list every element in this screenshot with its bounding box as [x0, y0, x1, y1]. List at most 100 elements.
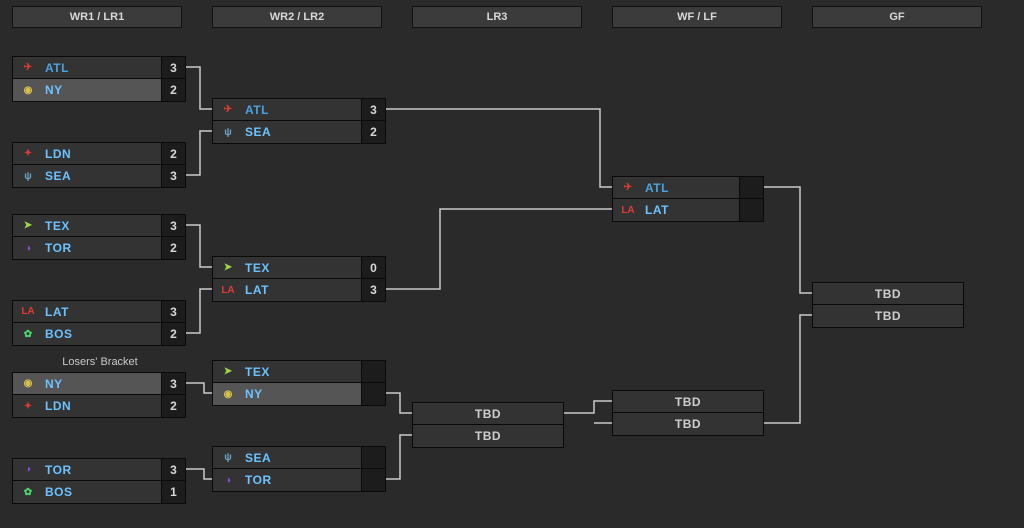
col-header-1: WR1 / LR1 [12, 6, 182, 28]
lat-logo-icon: LA [219, 281, 237, 299]
score-cell: 3 [161, 165, 185, 187]
score-cell: 0 [361, 257, 385, 278]
score-cell [739, 199, 763, 221]
team-row-tbd: TBD [613, 413, 763, 435]
score-cell: 3 [161, 373, 185, 394]
team-row-ATL: ✈ ATL [613, 177, 763, 199]
match-m_wr2_a[interactable]: ✈ ATL3ψSEA2 [212, 98, 386, 144]
team-name: LAT [245, 283, 361, 297]
team-row-SEA: ψSEA2 [213, 121, 385, 143]
col-header-4: WF / LF [612, 6, 782, 28]
score-cell [361, 361, 385, 382]
team-name: LAT [45, 305, 161, 319]
team-row-LAT: LA LAT [613, 199, 763, 221]
team-name: TOR [45, 241, 161, 255]
match-m_wr1_b[interactable]: ✦ LDN2ψSEA3 [12, 142, 186, 188]
ldn-logo-icon: ✦ [19, 145, 37, 163]
score-cell: 2 [161, 143, 185, 164]
match-m_lr3_a[interactable]: TBDTBD [412, 402, 564, 448]
score-cell: 3 [361, 99, 385, 120]
tor-logo-icon: ◑ [19, 239, 37, 257]
col-header-3: LR3 [412, 6, 582, 28]
atl-logo-icon: ✈ [219, 101, 237, 119]
match-m_lf[interactable]: TBD TBD [612, 390, 764, 436]
team-row-tbd: TBD [813, 283, 963, 305]
team-name: LDN [45, 399, 161, 413]
team-row-TOR: ◑ TOR2 [13, 237, 185, 259]
team-row-LDN: ✦ LDN2 [13, 143, 185, 165]
team-row-tbd: TBD [413, 403, 563, 425]
team-name: TEX [45, 219, 161, 233]
team-row-TOR: ◑ TOR [213, 469, 385, 491]
tbd-label: TBD [475, 407, 501, 421]
team-name: TEX [245, 261, 361, 275]
bos-logo-icon: ✿ [19, 483, 37, 501]
tor-logo-icon: ◑ [219, 471, 237, 489]
bos-logo-icon: ✿ [19, 325, 37, 343]
team-row-LAT: LALAT3 [213, 279, 385, 301]
tbd-label: TBD [675, 417, 701, 431]
match-m_wr2_b[interactable]: ➤TEX0LALAT3 [212, 256, 386, 302]
col-header-2: WR2 / LR2 [212, 6, 382, 28]
ldn-logo-icon: ✦ [19, 397, 37, 415]
atl-logo-icon: ✈ [19, 59, 37, 77]
team-row-SEA: ψSEA3 [13, 165, 185, 187]
team-name: LDN [45, 147, 161, 161]
match-m_wf[interactable]: ✈ ATL LA LAT [612, 176, 764, 222]
tex-logo-icon: ➤ [219, 363, 237, 381]
match-m_wr1_d[interactable]: LALAT3✿BOS2 [12, 300, 186, 346]
ny-logo-icon: ◉ [19, 81, 37, 99]
score-cell [739, 177, 763, 198]
ny-logo-icon: ◉ [219, 385, 237, 403]
tbd-label: TBD [875, 287, 901, 301]
score-cell [361, 383, 385, 405]
team-name: TOR [245, 473, 361, 487]
col-header-5: GF [812, 6, 982, 28]
team-row-tbd: TBD [813, 305, 963, 327]
team-name: ATL [645, 181, 739, 195]
score-cell: 3 [161, 459, 185, 480]
match-m_lr2_a[interactable]: ➤ TEX ◉ NY [212, 360, 386, 406]
team-row-TEX: ➤ TEX3 [13, 215, 185, 237]
score-cell: 3 [161, 215, 185, 236]
team-row-ATL: ✈ ATL3 [213, 99, 385, 121]
lat-logo-icon: LA [619, 201, 637, 219]
match-m_gf[interactable]: TBD TBD [812, 282, 964, 328]
team-row-SEA: ψSEA [213, 447, 385, 469]
score-cell: 3 [161, 301, 185, 322]
team-row-tbd: TBD [613, 391, 763, 413]
score-cell: 2 [161, 323, 185, 345]
score-cell [361, 469, 385, 491]
match-m_lr2_b[interactable]: ψSEA ◑ TOR [212, 446, 386, 492]
match-m_lr1_a[interactable]: ◉NY3 ✦ LDN2 [12, 372, 186, 418]
losers-bracket-label: Losers' Bracket [40, 356, 160, 368]
score-cell: 2 [161, 237, 185, 259]
score-cell: 2 [161, 79, 185, 101]
score-cell: 2 [361, 121, 385, 143]
sea-logo-icon: ψ [219, 123, 237, 141]
team-name: TEX [245, 365, 361, 379]
team-row-BOS: ✿ BOS1 [13, 481, 185, 503]
match-m_lr1_b[interactable]: ◑TOR3 ✿ BOS1 [12, 458, 186, 504]
tor-logo-icon: ◑ [19, 461, 37, 479]
match-m_wr1_c[interactable]: ➤ TEX3 ◑ TOR2 [12, 214, 186, 260]
team-row-NY: ◉NY3 [13, 373, 185, 395]
team-row-TOR: ◑TOR3 [13, 459, 185, 481]
team-name: NY [245, 387, 361, 401]
team-name: ATL [245, 103, 361, 117]
team-name: SEA [45, 169, 161, 183]
score-cell: 2 [161, 395, 185, 417]
score-cell: 1 [161, 481, 185, 503]
match-m_wr1_a[interactable]: ✈ATL3◉NY2 [12, 56, 186, 102]
tbd-label: TBD [675, 395, 701, 409]
team-row-LAT: LA LAT3 [13, 301, 185, 323]
team-name: LAT [645, 203, 739, 217]
tex-logo-icon: ➤ [19, 217, 37, 235]
team-row-ATL: ✈ATL3 [13, 57, 185, 79]
atl-logo-icon: ✈ [619, 179, 637, 197]
team-name: BOS [45, 485, 161, 499]
lat-logo-icon: LA [19, 303, 37, 321]
team-row-NY: ◉ NY [213, 383, 385, 405]
score-cell [361, 447, 385, 468]
tbd-label: TBD [875, 309, 901, 323]
